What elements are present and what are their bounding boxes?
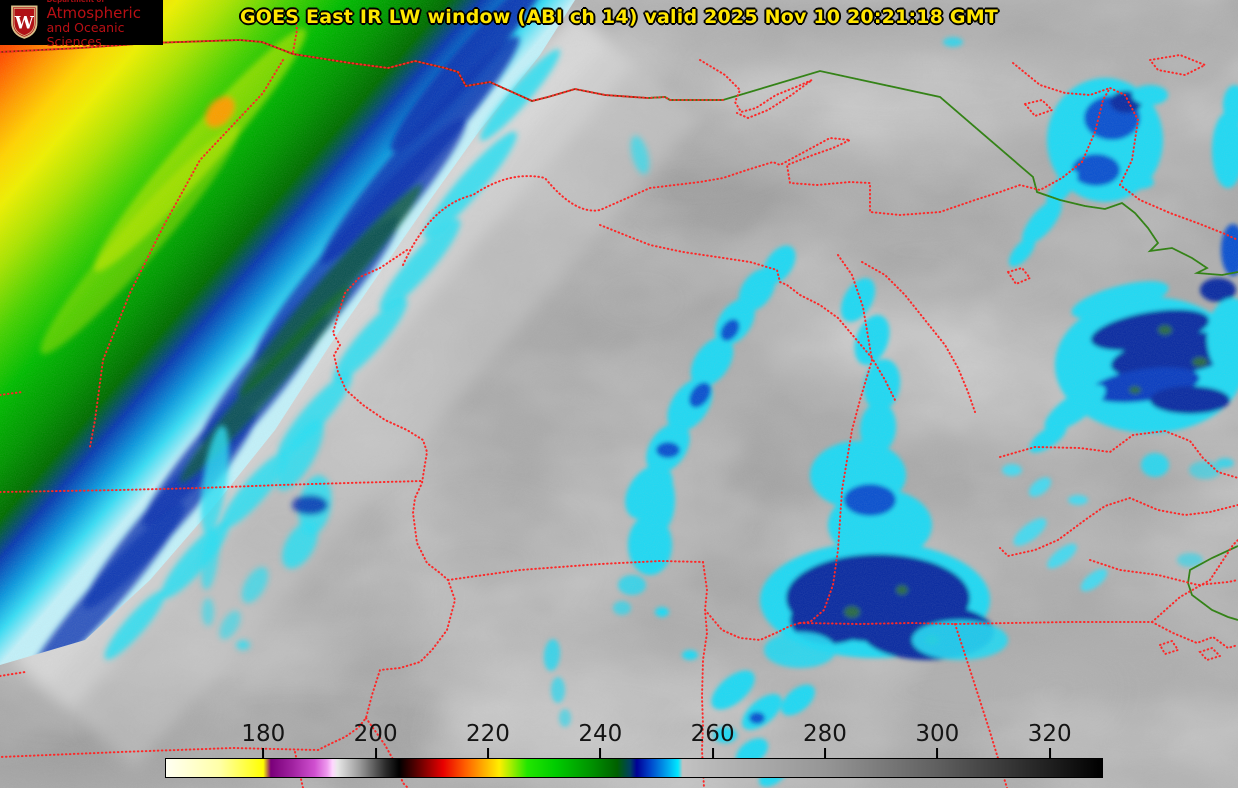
logo-department-label: Department of [46,0,105,5]
colorbar-tick: 260 [691,723,735,758]
colorbar-tick-mark [262,748,265,758]
logo-text-block: Department of Atmospheric and Oceanic Sc… [47,0,163,48]
colorbar-tick-mark [711,748,714,758]
colorbar-tick: 280 [803,723,847,758]
colorbar-tick: 200 [354,723,398,758]
colorbar-tick-label: 220 [466,721,510,747]
colorbar-tick-mark [823,748,826,758]
colorbar-tick-label: 180 [241,721,286,747]
page-title: GOES East IR LW window (ABI ch 14) valid… [239,6,998,28]
colorbar-tick-mark [486,748,489,758]
uw-crest-logo: W [11,5,38,39]
colorbar-tick-label: 280 [803,721,847,747]
colorbar: 180 200 220 240 260 280 300 320 [165,723,1103,778]
colorbar-tick: 180 [241,723,285,758]
colorbar-tick: 320 [1028,723,1072,758]
crest-letter: W [14,13,35,33]
colorbar-tick-label: 320 [1027,721,1072,747]
uw-logo: W Department of Atmospheric and Oceanic … [0,0,163,48]
colorbar-tick: 300 [915,723,959,758]
colorbar-tick-mark [374,748,377,758]
colorbar-tick-label: 240 [578,721,623,747]
colorbar-tick-mark [936,748,939,758]
colorbar-tick-mark [1048,748,1051,758]
logo-institute-line2: and Oceanic Sciences [46,20,125,49]
colorbar-gradient [165,758,1103,778]
colorbar-tick-mark [599,748,602,758]
colorbar-tick-label: 200 [353,721,398,747]
colorbar-tick-label: 260 [690,721,735,747]
colorbar-tick: 240 [578,723,622,758]
colorbar-tick-label: 300 [915,721,960,747]
colorbar-tick: 220 [466,723,510,758]
logo-institute-line1: Atmospheric [46,3,141,22]
